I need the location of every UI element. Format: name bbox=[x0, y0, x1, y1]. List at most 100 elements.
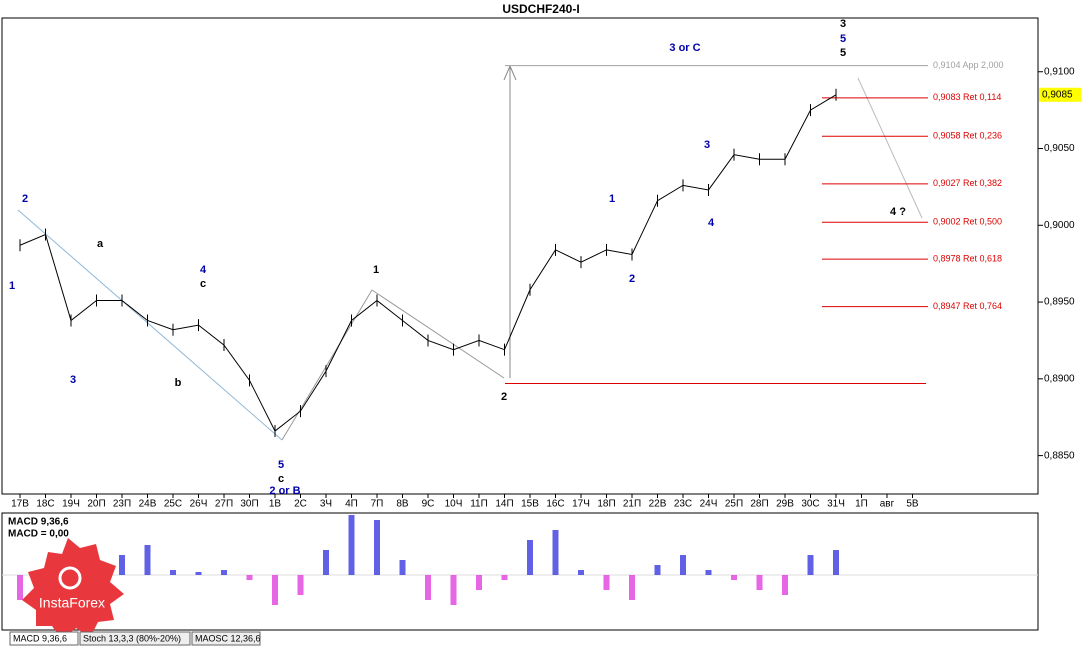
x-tick-label: 25С bbox=[164, 499, 182, 510]
projection-line bbox=[857, 77, 923, 219]
x-tick-label: 2С bbox=[294, 499, 307, 510]
macd-bar bbox=[17, 575, 23, 600]
x-tick-label: 7П bbox=[371, 499, 384, 510]
x-tick-label: 31Ч bbox=[827, 499, 845, 510]
macd-bar bbox=[374, 520, 380, 575]
x-tick-label: 5В bbox=[906, 499, 919, 510]
wave-label: 5 bbox=[840, 47, 846, 59]
macd-bar bbox=[348, 515, 355, 575]
macd-title: MACD 9,36,6 bbox=[8, 517, 69, 528]
x-tick-label: 17Ч bbox=[572, 499, 590, 510]
macd-bar bbox=[756, 575, 763, 590]
macd-bar bbox=[552, 530, 559, 575]
macd-bar bbox=[680, 555, 686, 575]
wave-label: 4 bbox=[200, 264, 207, 276]
wave-label: 2 or B bbox=[269, 485, 300, 497]
macd-bar bbox=[450, 575, 457, 605]
y-tick-label: 0,8950 bbox=[1044, 297, 1075, 308]
price-line bbox=[19, 94, 837, 432]
y-tick-label: 0,9050 bbox=[1044, 143, 1075, 154]
macd-bar bbox=[731, 575, 737, 580]
x-tick-label: 22В bbox=[649, 499, 667, 510]
indicator-frame bbox=[1, 512, 1039, 631]
wave-label: 1 bbox=[609, 193, 615, 205]
macd-bar bbox=[527, 540, 533, 575]
macd-bar bbox=[603, 575, 610, 590]
x-tick-label: 23П bbox=[113, 499, 131, 510]
x-tick-label: 16С bbox=[546, 499, 564, 510]
fib-label: 0,8947 Ret 0,764 bbox=[933, 301, 1002, 311]
macd-bar bbox=[833, 550, 839, 575]
x-tick-label: 1П bbox=[855, 499, 868, 510]
x-tick-label: 8В bbox=[396, 499, 409, 510]
x-tick-label: 24В bbox=[139, 499, 157, 510]
x-tick-label: 18С bbox=[36, 499, 54, 510]
logo-icon bbox=[58, 566, 82, 590]
macd-bar bbox=[323, 550, 329, 575]
fib-label: 0,9083 Ret 0,114 bbox=[933, 92, 1001, 102]
wave-label: 2 bbox=[501, 391, 507, 403]
macd-bar bbox=[399, 560, 406, 575]
x-tick-label: 20П bbox=[87, 499, 105, 510]
wave-label: 1 bbox=[373, 264, 379, 276]
macd-bar bbox=[654, 565, 661, 575]
macd-bar bbox=[144, 545, 151, 575]
wave-label: 2 bbox=[22, 193, 28, 205]
wave-label: 2 bbox=[629, 273, 635, 285]
wave-label: 3 bbox=[70, 374, 76, 386]
wave-label: b bbox=[175, 377, 182, 389]
fib-label: 0,9002 Ret 0,500 bbox=[933, 217, 1002, 227]
indicator-tab-label: MACD 9,36,6 bbox=[13, 633, 67, 643]
wave-label: 3 or C bbox=[669, 42, 700, 54]
wave-line bbox=[371, 289, 505, 379]
x-tick-label: 21П bbox=[623, 499, 641, 510]
macd-bar bbox=[501, 575, 508, 580]
x-tick-label: 23С bbox=[674, 499, 692, 510]
indicator-tab-label: Stoch 13,3,3 (80%-20%) bbox=[83, 633, 181, 643]
current-price-label: 0,9085 bbox=[1042, 89, 1073, 100]
x-tick-label: 14П bbox=[495, 499, 513, 510]
chart-title: USDCHF240-I bbox=[502, 2, 579, 16]
macd-bar bbox=[807, 555, 814, 575]
x-tick-label: 25П bbox=[725, 499, 743, 510]
wave-label: 5 bbox=[278, 459, 284, 471]
x-tick-label: 15В bbox=[521, 499, 539, 510]
macd-bar bbox=[629, 575, 635, 600]
macd-bar bbox=[170, 570, 176, 575]
x-tick-label: авг bbox=[880, 499, 895, 510]
macd-bar bbox=[782, 575, 788, 595]
x-tick-label: 11П bbox=[470, 499, 488, 510]
x-tick-label: 30П bbox=[240, 499, 258, 510]
x-tick-label: 18П bbox=[597, 499, 615, 510]
logo-text: InstaForex bbox=[39, 595, 105, 611]
macd-value: MACD = 0,00 bbox=[8, 529, 69, 540]
indicator-tab[interactable] bbox=[9, 631, 79, 646]
indicator-tab[interactable] bbox=[79, 631, 191, 646]
fib-label: 0,9027 Ret 0,382 bbox=[933, 178, 1002, 188]
y-tick-label: 0,8850 bbox=[1044, 450, 1075, 461]
indicator-tab-label: MAOSC 12,36,6 bbox=[195, 633, 261, 643]
x-tick-label: 10Ч bbox=[445, 499, 463, 510]
x-tick-label: 30С bbox=[801, 499, 819, 510]
x-tick-label: 24Ч bbox=[700, 499, 718, 510]
macd-bar bbox=[195, 572, 202, 575]
x-tick-label: 26Ч bbox=[190, 499, 208, 510]
y-tick-label: 0,9000 bbox=[1044, 220, 1075, 231]
wave-line bbox=[281, 289, 373, 441]
indicator-tab[interactable] bbox=[191, 631, 261, 646]
x-tick-label: 28П bbox=[750, 499, 768, 510]
wave-label: 4 ? bbox=[890, 206, 906, 218]
channel-line bbox=[17, 209, 283, 441]
macd-bar bbox=[578, 570, 584, 575]
wave-label: 1 bbox=[9, 280, 15, 292]
macd-bar bbox=[119, 555, 125, 575]
wave-label: c bbox=[278, 473, 284, 485]
macd-bar bbox=[705, 570, 712, 575]
wave-label: c bbox=[200, 278, 206, 290]
x-tick-label: 29В bbox=[776, 499, 794, 510]
y-tick-label: 0,9100 bbox=[1044, 66, 1075, 77]
fib-label: 0,8978 Ret 0,618 bbox=[933, 253, 1002, 263]
fib-label: 0,9058 Ret 0,236 bbox=[933, 131, 1002, 141]
